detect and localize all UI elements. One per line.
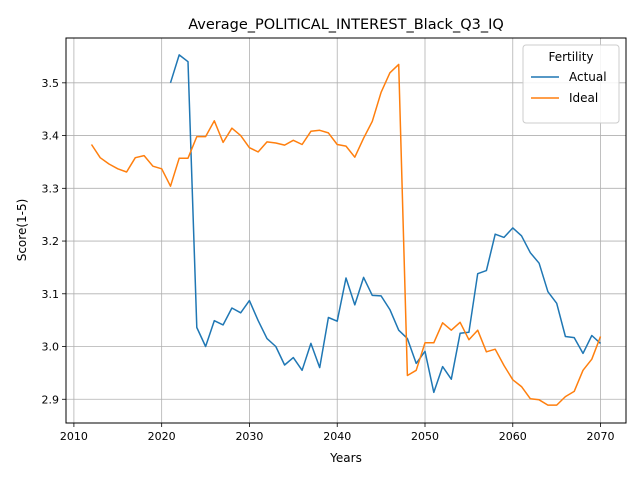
x-axis-label: Years <box>329 451 362 465</box>
x-tick-label: 2010 <box>60 430 88 443</box>
y-axis: 2.9 3.0 3.1 3.2 3.3 3.4 3.5 <box>42 77 66 406</box>
x-tick-label: 2070 <box>587 430 615 443</box>
y-tick-label: 3.2 <box>42 235 60 248</box>
x-tick-label: 2020 <box>148 430 176 443</box>
x-tick-label: 2030 <box>235 430 263 443</box>
chart-title: Average_POLITICAL_INTEREST_Black_Q3_IQ <box>188 17 504 33</box>
y-tick-label: 3.1 <box>42 288 60 301</box>
y-tick-label: 3.5 <box>42 77 60 90</box>
x-tick-label: 2060 <box>499 430 527 443</box>
legend-label-actual: Actual <box>569 70 607 84</box>
grid-lines <box>66 38 626 423</box>
x-tick-label: 2040 <box>323 430 351 443</box>
legend-label-ideal: Ideal <box>569 91 598 105</box>
y-tick-label: 3.3 <box>42 182 60 195</box>
y-axis-label: Score(1-5) <box>15 199 29 262</box>
legend: Fertility Actual Ideal <box>522 44 620 124</box>
x-axis: 2010 2020 2030 2040 2050 2060 2070 <box>60 423 615 443</box>
legend-title: Fertility <box>548 50 593 64</box>
series-line-actual <box>169 54 602 394</box>
y-tick-label: 3.4 <box>42 130 60 143</box>
legend-box <box>522 44 620 124</box>
plot-frame <box>65 37 627 424</box>
x-tick-label: 2050 <box>411 430 439 443</box>
y-tick-label: 2.9 <box>42 393 60 406</box>
y-tick-label: 3.0 <box>42 341 60 354</box>
series-line-ideal <box>90 63 602 406</box>
series-layer <box>90 54 602 406</box>
